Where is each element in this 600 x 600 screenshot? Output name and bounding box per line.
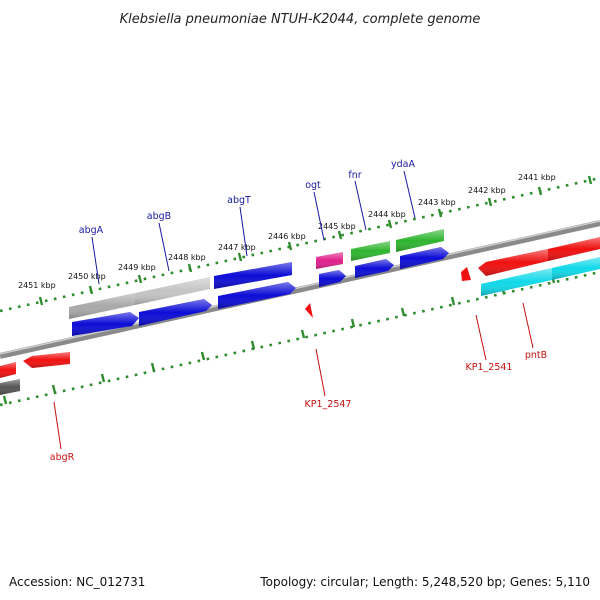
outer-scale-track [0,175,600,313]
gene-abgA-blue [72,312,139,336]
gene-label-pntB: pntB [525,350,547,361]
genome-backbone [0,220,600,359]
gene-KP1_2547-red [305,303,313,318]
leader-KP1_2541 [475,314,487,361]
gene-pntB-red-2 [548,237,600,261]
outer-major-ticks [38,175,593,306]
outer-tick-2445 [337,230,343,240]
leader-fnr [354,180,367,231]
leader-ydaA [403,170,416,219]
accession-text: Accession: NC_012731 [9,575,145,589]
gene-abgA-gray [69,293,135,319]
gene-ydaA-blue [400,247,449,269]
scale-label-2445: 2445 kbp [318,222,356,231]
leader-abgT [239,206,248,257]
inner-tick-f [250,340,256,350]
scale-label-2451: 2451 kbp [18,281,56,290]
inner-tick-h [350,318,356,328]
inner-tick-g [300,329,306,339]
gene-label-KP1_2547: KP1_2547 [305,399,352,410]
leader-abgR [53,401,62,450]
gene-label-abgT: abgT [227,195,251,206]
gene-KP1_2541-red [461,267,471,281]
gene-pntB-red-1 [478,249,548,276]
genome-summary-text: Topology: circular; Length: 5,248,520 bp… [259,575,590,589]
gene-left-dark [0,379,20,395]
gene-labels-top: abgA abgB abgT ogt fnr ydaA [79,159,416,285]
gene-left-red-outer [0,362,16,378]
scale-label-2450: 2450 kbp [68,272,106,281]
leader-ogt [313,191,325,241]
leader-KP1_2547 [315,348,326,397]
map-title: Klebsiella pneumoniae NTUH-K2044, comple… [120,12,481,27]
gene-abgT-outer [214,262,292,289]
inner-scale-track [0,270,600,407]
outer-tick-2442 [487,197,493,207]
inner-tick-c [100,373,106,383]
gene-abgB-blue [139,299,212,326]
outer-tick-2449 [137,274,143,284]
backbone-line [0,220,600,359]
gene-abgB-gray [135,277,210,305]
scale-label-2447: 2447 kbp [218,243,256,252]
outer-tick-2440 [587,175,593,185]
gene-labels-bottom: abgR KP1_2547 KP1_2541 pntB [50,302,547,463]
outer-tick-2444 [387,219,393,229]
reverse-strand [305,237,600,318]
gene-ogt-magenta [316,252,343,269]
scale-label-2448: 2448 kbp [168,253,206,262]
gene-label-KP1_2541: KP1_2541 [466,362,513,373]
leader-abgA [91,236,100,285]
gene-label-abgB: abgB [147,211,171,222]
gene-pntB-cyan-1 [481,268,552,296]
inner-tick-j [450,296,456,306]
inner-scale-dots [0,270,600,407]
outer-tick-2448 [187,263,193,273]
inner-tick-b [51,384,57,394]
leader-pntB [522,302,534,349]
gene-label-abgA: abgA [79,225,104,236]
outer-tick-2446 [287,241,293,251]
gene-abgT-inner [218,282,296,309]
scale-label-2441: 2441 kbp [518,173,556,182]
gene-fnr-green [351,241,390,261]
forward-strand-outer [0,229,444,378]
gene-label-ogt: ogt [305,180,321,191]
scale-label-2443: 2443 kbp [418,198,456,207]
scale-label-2446: 2446 kbp [268,232,306,241]
scale-label-2449: 2449 kbp [118,263,156,272]
gene-ogt-blue [319,270,346,287]
backbone-highlight [0,220,600,355]
leader-abgB [158,222,170,272]
outer-tick-2450 [88,285,94,295]
gene-fnr-blue [355,259,394,278]
inner-tick-d [150,362,156,372]
gene-label-fnr: fnr [348,170,361,181]
outer-tick-2451 [38,296,44,306]
gene-left-red-arrow [23,352,70,368]
gene-ydaA-green [396,229,444,252]
outer-tick-2441 [537,186,543,196]
scale-labels: 2451 kbp 2450 kbp 2449 kbp 2448 kbp 2447… [18,173,556,290]
gene-label-ydaA: ydaA [391,159,415,170]
outer-tick-2447 [237,252,243,262]
inner-tick-a [2,395,8,405]
gene-pntB-cyan-2 [552,257,600,280]
scale-label-2444: 2444 kbp [368,210,406,219]
inner-tick-e [200,351,206,361]
gene-label-abgR: abgR [50,452,75,463]
outer-scale-dots [0,176,600,313]
inner-major-ticks [2,274,556,405]
scale-label-2442: 2442 kbp [468,186,506,195]
forward-strand-inner [0,247,449,395]
inner-tick-i [400,307,406,317]
outer-tick-2443 [437,208,443,218]
